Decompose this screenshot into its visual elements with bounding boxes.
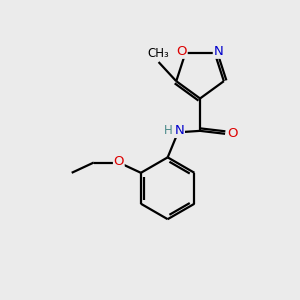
Text: O: O [177,45,187,58]
Text: O: O [114,155,124,168]
Text: O: O [227,127,238,140]
Text: N: N [175,124,184,137]
Text: H: H [164,124,173,137]
Text: N: N [213,45,223,58]
Text: CH₃: CH₃ [148,47,169,60]
